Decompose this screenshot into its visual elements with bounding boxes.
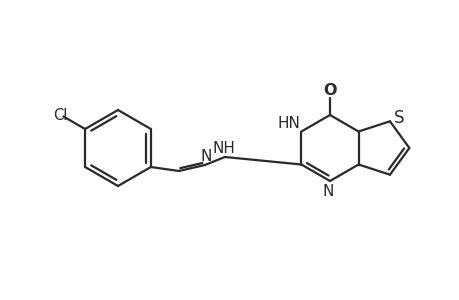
Text: Cl: Cl: [53, 108, 67, 123]
Text: O: O: [323, 82, 336, 98]
Text: N: N: [200, 148, 211, 164]
Text: S: S: [393, 109, 403, 127]
Text: N: N: [322, 184, 333, 199]
Text: HN: HN: [277, 116, 300, 131]
Text: NH: NH: [212, 140, 235, 155]
